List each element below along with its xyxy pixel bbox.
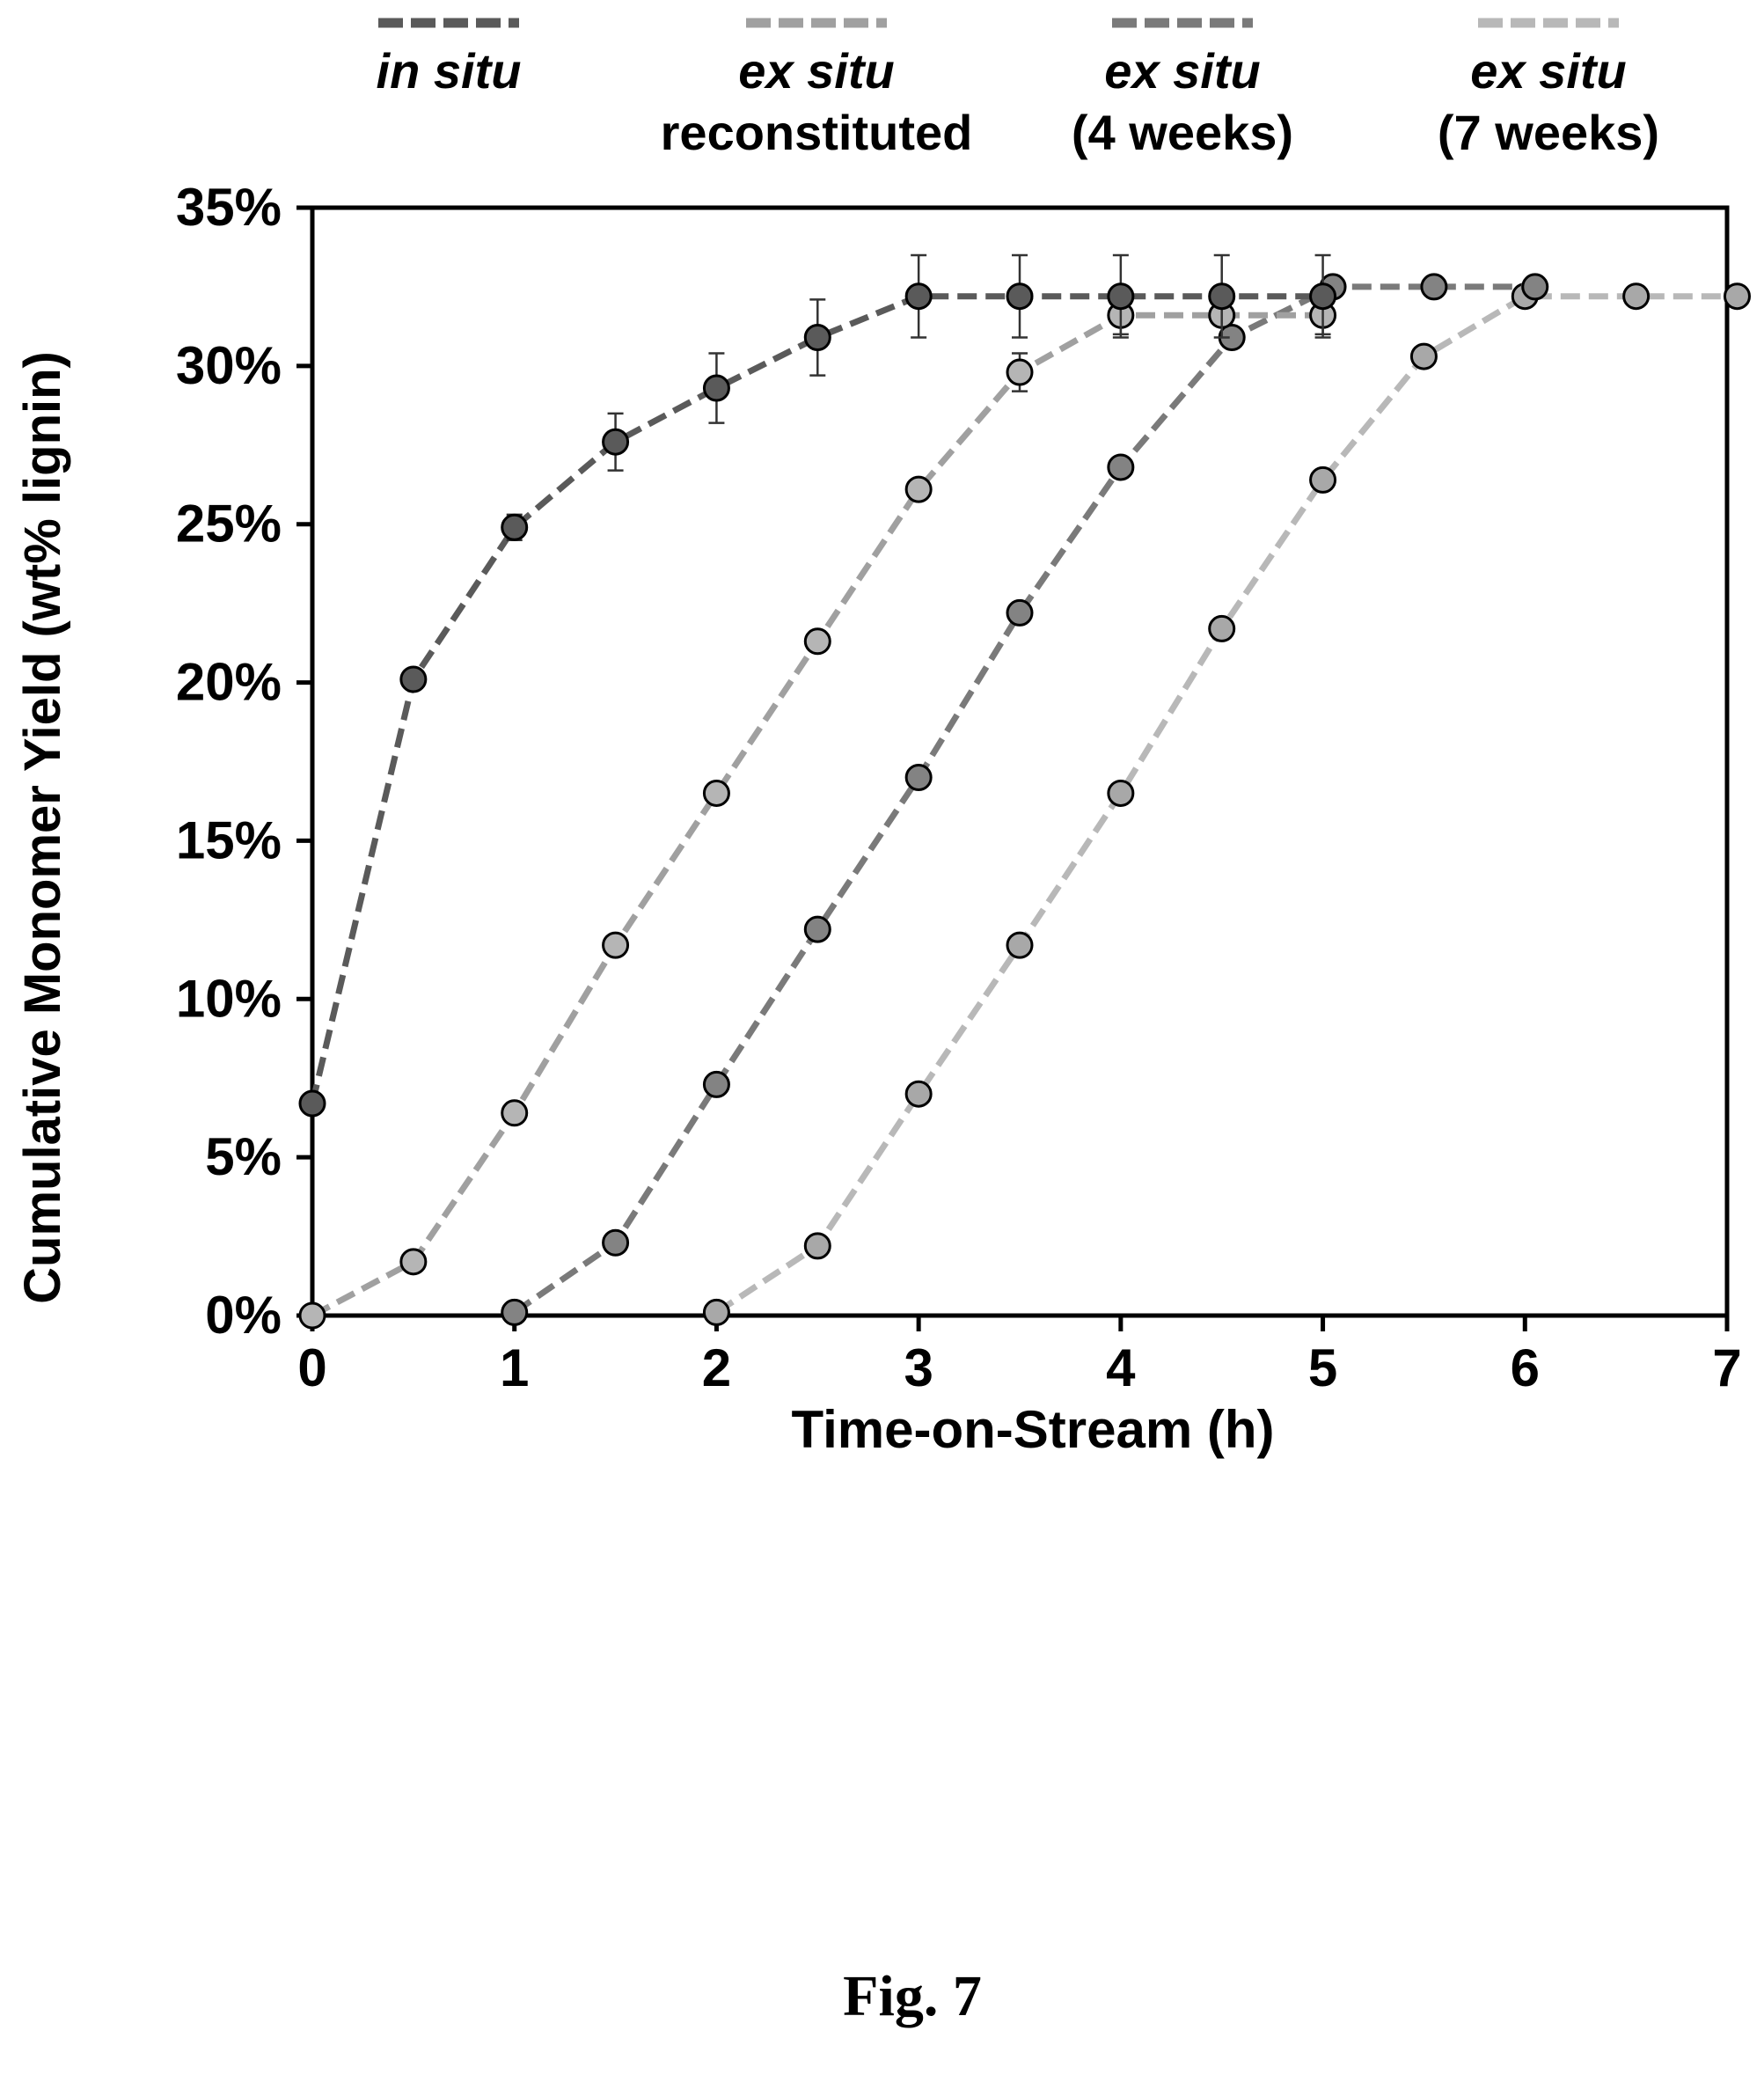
legend-entry-0: in situ [377, 18, 522, 99]
data-point [602, 931, 630, 959]
y-tick-label: 30% [176, 336, 282, 395]
data-point [298, 1301, 326, 1330]
data-point [1006, 358, 1034, 386]
data-point [1208, 614, 1236, 642]
series-2 [501, 273, 1549, 1326]
plot-frame [310, 205, 1730, 1318]
data-point [1107, 453, 1135, 481]
data-point [1208, 282, 1236, 311]
x-tick-label: 3 [904, 1338, 933, 1397]
data-point [298, 1089, 326, 1118]
x-axis-label: Time-on-Stream (h) [792, 1400, 1275, 1459]
legend-label-line2: (4 weeks) [1072, 105, 1293, 160]
series-line [311, 312, 1323, 1319]
data-point [1622, 282, 1651, 311]
data-point [1309, 282, 1337, 311]
series-line [714, 293, 1738, 1316]
y-tick-label: 35% [176, 178, 282, 237]
data-point [399, 665, 428, 693]
series-0 [298, 253, 1337, 1118]
series-3 [702, 282, 1751, 1326]
legend-label-line2: reconstituted [661, 105, 973, 160]
data-point [702, 1298, 730, 1326]
legend-label-line2: (7 weeks) [1438, 105, 1659, 160]
data-point [399, 1248, 428, 1276]
data-point [1309, 466, 1337, 494]
data-point [904, 475, 933, 503]
data-point [1006, 282, 1034, 311]
data-point [702, 1070, 730, 1098]
data-point [1006, 931, 1034, 959]
series-line [309, 293, 1323, 1104]
data-point [803, 323, 831, 351]
legend: in situ ex situ reconstituted ex situ (4 wee… [377, 18, 1659, 160]
data-point [501, 1099, 529, 1127]
data-point [1107, 282, 1135, 311]
x-tick-label: 1 [500, 1338, 529, 1397]
x-tick-label: 5 [1308, 1338, 1337, 1397]
y-tick-label: 0% [205, 1286, 282, 1345]
x-tick-label: 2 [702, 1338, 731, 1397]
data-point [501, 513, 529, 541]
data-point [702, 779, 730, 807]
legend-label: ex situ [738, 43, 894, 99]
data-point [1521, 273, 1549, 301]
legend-label: ex situ [1470, 43, 1626, 99]
data-point [1006, 598, 1034, 627]
data-point [602, 428, 630, 456]
series-line [512, 283, 1535, 1316]
data-point [904, 1080, 933, 1108]
x-tick-label: 4 [1106, 1338, 1136, 1397]
data-point [904, 763, 933, 791]
axis-ticks: 0% 5% 10% 15% 20% 25% 30% 35% 0 1 2 3 4 5 6 7 [176, 178, 1742, 1397]
data-point [904, 282, 933, 311]
legend-entry-1: ex situ reconstituted [661, 18, 973, 160]
data-point [1420, 273, 1448, 301]
legend-entry-3: ex situ (7 weeks) [1438, 18, 1659, 160]
legend-label: ex situ [1104, 43, 1260, 99]
x-tick-label: 6 [1511, 1338, 1540, 1397]
x-tick-label: 7 [1712, 1338, 1741, 1397]
data-point [702, 374, 730, 402]
data-point [501, 1298, 529, 1326]
data-point [803, 627, 831, 656]
data-point [1409, 342, 1438, 370]
y-tick-label: 15% [176, 810, 282, 869]
legend-entry-2: ex situ (4 weeks) [1072, 18, 1293, 160]
series-1 [298, 295, 1337, 1330]
data-point [1107, 779, 1135, 807]
y-axis-label: Cumulative Monomer Yield (wt% lignin) [14, 351, 71, 1304]
data-point [803, 1232, 831, 1260]
data-point [602, 1228, 630, 1257]
x-tick-label: 0 [297, 1338, 326, 1397]
series-layer [298, 253, 1751, 1330]
figure-caption: Fig. 7 [843, 1964, 982, 2028]
plot-area: 0% 5% 10% 15% 20% 25% 30% 35% 0 1 2 3 4 5 6 7 [176, 178, 1751, 1397]
data-point [803, 915, 831, 943]
y-tick-label: 20% [176, 653, 282, 712]
y-tick-label: 5% [205, 1127, 282, 1186]
y-tick-label: 10% [176, 969, 282, 1028]
y-tick-label: 25% [176, 495, 282, 553]
legend-label: in situ [377, 43, 522, 99]
data-point [1723, 282, 1751, 311]
